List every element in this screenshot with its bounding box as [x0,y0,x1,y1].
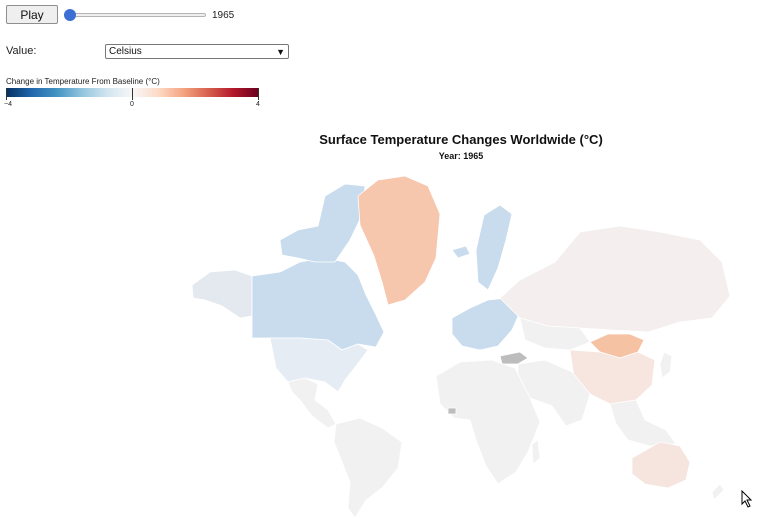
value-select[interactable]: Celsius ▼ [105,44,289,59]
play-button[interactable]: Play [6,5,58,24]
country-canada[interactable] [251,257,385,351]
legend-ticklabel-min: −4 [4,101,12,108]
year-readout: 1965 [212,10,235,21]
year-slider-thumb[interactable] [64,9,76,21]
country-alaska[interactable] [191,269,253,319]
country-africa-nodata[interactable] [447,407,457,415]
legend-tick-max [258,88,259,100]
country-mexico[interactable] [287,377,337,429]
legend-ticklabel-zero: 0 [130,101,134,108]
country-africa[interactable] [435,359,541,485]
country-turkey[interactable] [499,351,529,365]
country-central-asia[interactable] [519,317,591,351]
country-europe[interactable] [451,297,521,351]
country-canada-arctic-islands[interactable] [279,183,366,263]
country-russia[interactable] [499,225,731,333]
map-title: Surface Temperature Changes Worldwide (°… [319,132,603,147]
country-madagascar[interactable] [531,439,541,465]
country-southeast-asia[interactable] [609,399,677,447]
country-south-america[interactable] [333,417,403,518]
country-greenland[interactable] [357,175,441,306]
mouse-pointer-icon [741,490,753,508]
country-scandinavia[interactable] [475,204,513,291]
country-japan[interactable] [659,351,673,379]
legend-tick-zero [132,88,133,100]
year-slider[interactable] [64,9,206,21]
country-new-zealand[interactable] [711,483,725,501]
country-iceland[interactable] [451,245,471,259]
value-label: Value: [6,45,37,57]
country-australia[interactable] [631,441,691,489]
country-usa[interactable] [269,337,369,393]
map-subtitle: Year: 1965 [438,151,484,161]
value-select-selected: Celsius [109,46,142,57]
legend-tick-min [6,88,7,100]
chevron-down-icon: ▼ [276,47,285,57]
legend-ticklabel-max: 4 [256,101,260,108]
legend-title: Change in Temperature From Baseline (°C) [6,77,160,86]
